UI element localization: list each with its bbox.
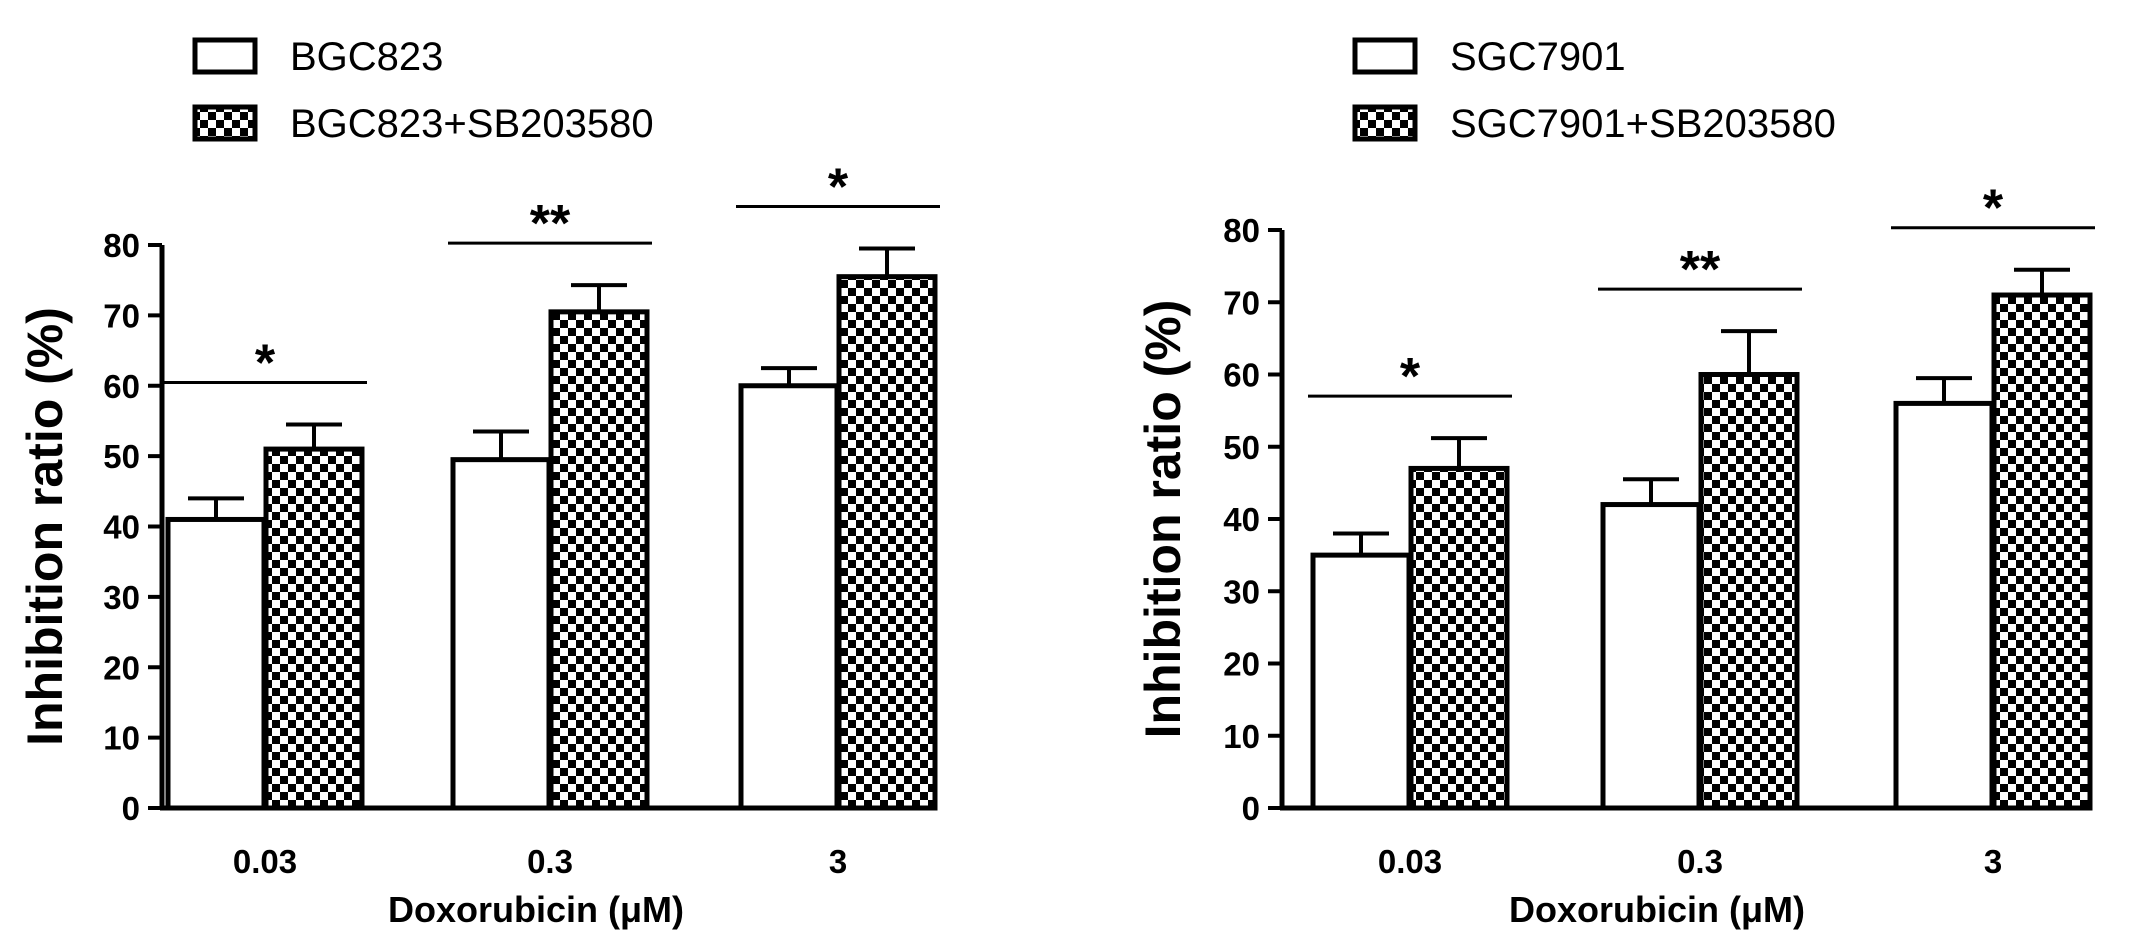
legend-swatch-1 [192, 37, 258, 75]
y-tick-label: 20 [103, 649, 140, 686]
significance-marker: ** [1680, 241, 1721, 299]
right-chart-panel: SGC7901 SGC7901+SB203580 0 10 20 30 40 50 60 70 80… [1135, 35, 2095, 930]
bar-2-3 [1991, 292, 2093, 811]
y-tick-label: 30 [1223, 573, 1260, 610]
significance-marker: * [828, 159, 849, 217]
x-tick-label: 0.03 [1378, 843, 1442, 880]
x-axis-label: Doxorubicin (μM) [1509, 889, 1805, 930]
y-tick-label: 60 [103, 368, 140, 405]
x-tick-label: 3 [1984, 843, 2002, 880]
y-tick-label: 20 [1223, 646, 1260, 683]
y-tick-label: 0 [1242, 790, 1260, 827]
bar-2-2 [548, 309, 650, 811]
bar-2-3 [836, 274, 938, 811]
y-tick-label: 50 [1223, 429, 1260, 466]
bar-1-3 [738, 383, 840, 811]
x-tick-label: 0.3 [527, 843, 573, 880]
y-tick-label: 40 [103, 509, 140, 546]
y-tick-label: 70 [103, 297, 140, 334]
bar-2-1 [1408, 465, 1510, 811]
legend-label-2: BGC823+SB203580 [290, 102, 654, 146]
bar-1-1 [165, 516, 267, 811]
bar-1-3 [1893, 400, 1995, 811]
x-tick-label: 0.03 [233, 843, 297, 880]
legend-swatch-2 [1352, 104, 1418, 142]
bar-1-1 [1310, 552, 1412, 811]
y-tick-label: 30 [103, 579, 140, 616]
x-tick-label: 3 [829, 843, 847, 880]
legend-swatch-2 [192, 104, 258, 142]
significance-marker: * [1983, 180, 2004, 238]
significance-marker: * [255, 334, 276, 392]
bar-1-2 [450, 457, 552, 811]
y-axis-label: Inhibition ratio (%) [17, 307, 73, 746]
y-tick-label: 60 [1223, 357, 1260, 394]
bar-2-2 [1698, 372, 1800, 811]
legend-label-1: BGC823 [290, 35, 443, 79]
legend-label-2: SGC7901+SB203580 [1450, 102, 1836, 146]
y-tick-label: 10 [103, 720, 140, 757]
y-tick-label: 10 [1223, 718, 1260, 755]
significance-marker: ** [530, 195, 571, 253]
bar-1-2 [1600, 502, 1702, 811]
y-tick-label: 40 [1223, 501, 1260, 538]
y-tick-label: 70 [1223, 284, 1260, 321]
x-tick-label: 0.3 [1677, 843, 1723, 880]
significance-marker: * [1400, 348, 1421, 406]
y-tick-label: 80 [1223, 212, 1260, 249]
legend-label-1: SGC7901 [1450, 35, 1626, 79]
y-tick-label: 80 [103, 227, 140, 264]
bar-2-1 [263, 446, 365, 811]
left-chart-panel: BGC823 BGC823+SB203580 0 10 20 30 40 50 60 70 80 In… [17, 35, 940, 930]
y-tick-label: 50 [103, 438, 140, 475]
y-tick-label: 0 [122, 790, 140, 827]
y-axis-label: Inhibition ratio (%) [1135, 300, 1191, 739]
legend-swatch-1 [1352, 37, 1418, 75]
x-axis-label: Doxorubicin (μM) [388, 889, 684, 930]
